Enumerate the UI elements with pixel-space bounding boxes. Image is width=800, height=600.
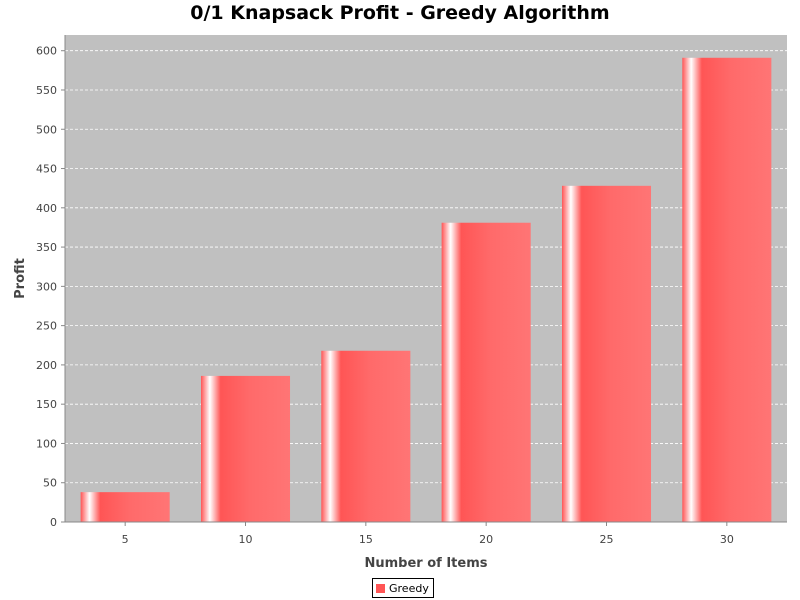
legend-label-greedy: Greedy bbox=[389, 581, 429, 595]
y-tick-label: 200 bbox=[36, 359, 57, 372]
y-tick-label: 150 bbox=[36, 398, 57, 411]
y-tick-label: 0 bbox=[50, 516, 57, 529]
bar-25 bbox=[561, 185, 652, 522]
y-tick-label: 350 bbox=[36, 241, 57, 254]
x-axis-title: Number of Items bbox=[364, 556, 487, 571]
legend: Greedy bbox=[372, 578, 434, 598]
x-tick-label: 25 bbox=[600, 533, 614, 546]
x-tick-label: 5 bbox=[122, 533, 129, 546]
y-tick-label: 50 bbox=[43, 477, 57, 490]
y-tick-label: 500 bbox=[36, 123, 57, 136]
bar-20 bbox=[441, 222, 531, 522]
y-tick-label: 600 bbox=[36, 45, 57, 58]
y-tick-label: 550 bbox=[36, 84, 57, 97]
x-tick-label: 20 bbox=[479, 533, 493, 546]
chart-title: 0/1 Knapsack Profit - Greedy Algorithm bbox=[190, 2, 610, 24]
y-tick-label: 400 bbox=[36, 202, 57, 215]
y-tick-label: 300 bbox=[36, 280, 57, 293]
x-tick-label: 30 bbox=[720, 533, 734, 546]
plot-area bbox=[65, 35, 787, 522]
y-tick-label: 100 bbox=[36, 437, 57, 450]
y-axis-title: Profit bbox=[13, 258, 28, 299]
legend-swatch-greedy bbox=[376, 583, 385, 593]
bar-30 bbox=[682, 57, 772, 523]
y-tick-label: 450 bbox=[36, 163, 57, 176]
bar-5 bbox=[80, 492, 170, 522]
x-tick-label: 10 bbox=[239, 533, 253, 546]
bar-10 bbox=[200, 375, 291, 522]
y-tick-label: 250 bbox=[36, 320, 57, 333]
bar-15 bbox=[321, 350, 411, 522]
x-tick-label: 15 bbox=[359, 533, 373, 546]
